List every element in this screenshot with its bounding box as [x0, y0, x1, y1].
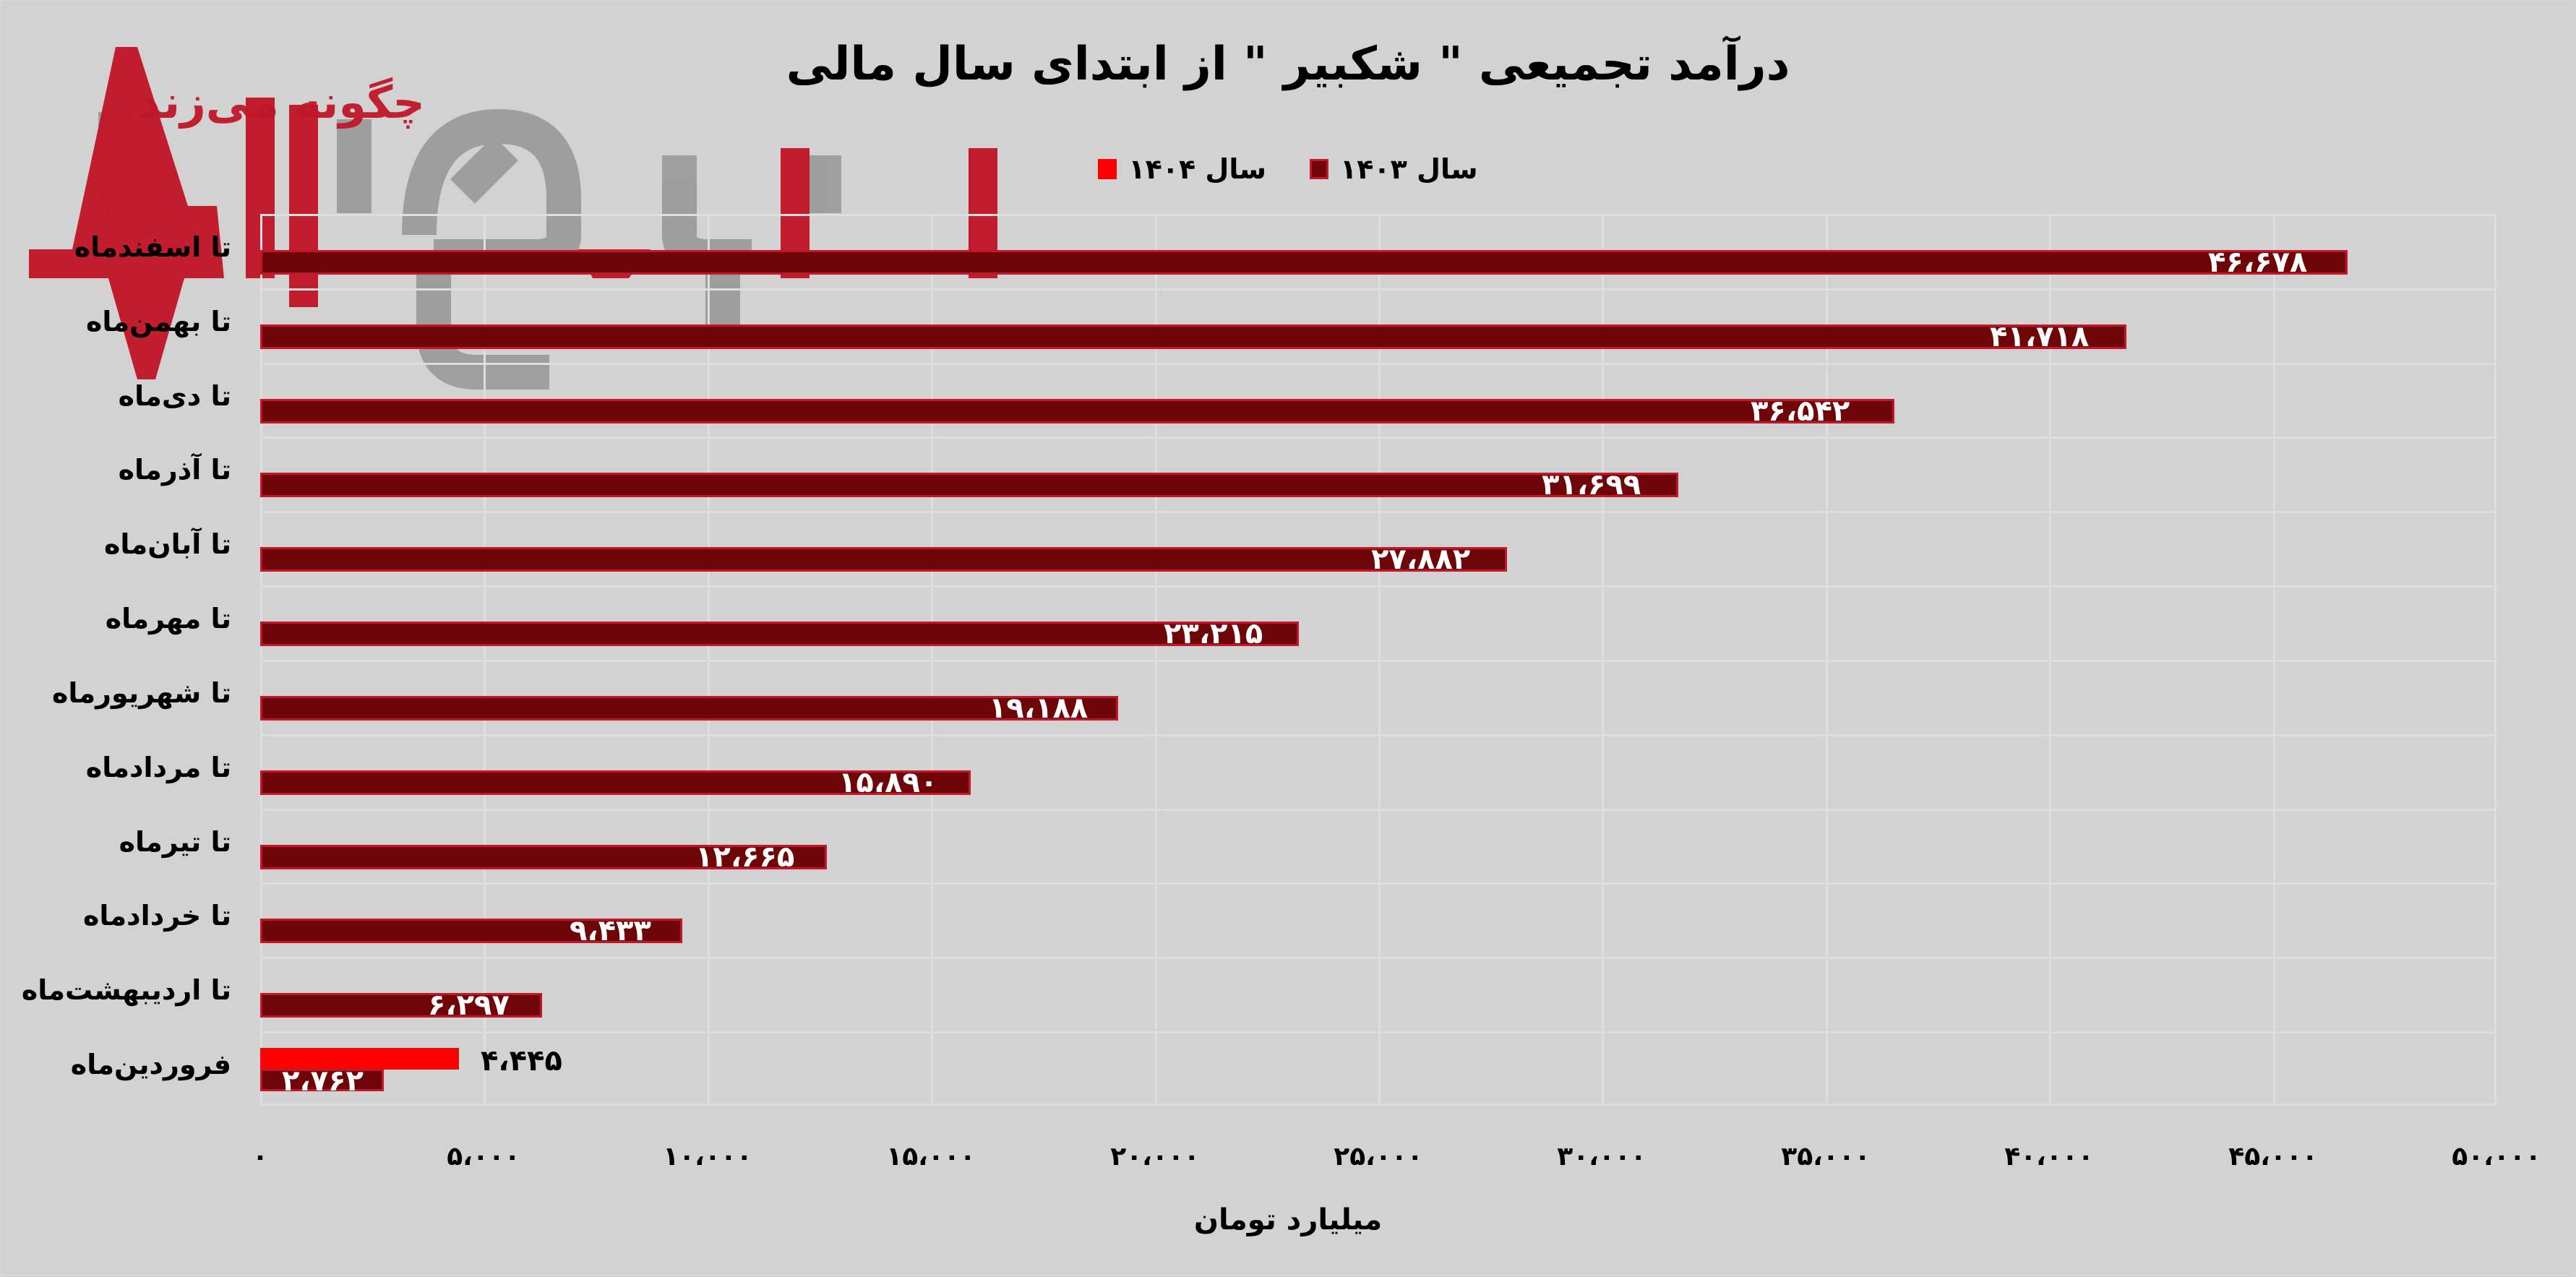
bar-1403-dey[interactable]	[260, 399, 1894, 423]
gridline-y	[260, 511, 2496, 513]
category-label: تا اردیبهشت‌ماه	[21, 974, 231, 1006]
gridline-y	[260, 809, 2496, 811]
x-tick-label: ۱۵،۰۰۰	[886, 1142, 976, 1171]
chart-title: درآمد تجمیعی " شکبیر " از ابتدای سال مال…	[786, 38, 1791, 91]
bar-value-label: ۱۹،۱۸۸	[989, 692, 1089, 725]
category-label: تا آبان‌ماه	[104, 528, 231, 560]
gridline-y	[260, 585, 2496, 588]
gridline-y	[260, 1031, 2496, 1033]
bar-value-label: ۴،۴۴۵	[481, 1044, 562, 1078]
x-tick-label: ۰	[252, 1142, 268, 1171]
bar-1403-azar[interactable]	[260, 473, 1678, 497]
x-tick-label: ۳۵،۰۰۰	[1781, 1142, 1871, 1171]
legend-swatch-1404-icon	[1098, 159, 1117, 179]
bar-1403-aban[interactable]	[260, 547, 1507, 572]
bar-value-label: ۶،۲۹۷	[428, 989, 510, 1022]
x-tick-label: ۴۵،۰۰۰	[2228, 1142, 2318, 1171]
bar-1403-khordad[interactable]	[260, 919, 682, 943]
legend-label-1403: سال ۱۴۰۳	[1340, 153, 1478, 185]
x-axis-title: میلیارد تومان	[1193, 1203, 1383, 1237]
x-tick-label: ۲۵،۰۰۰	[1334, 1142, 1423, 1171]
x-tick-label: ۴۰،۰۰۰	[2004, 1142, 2094, 1171]
bar-value-label: ۳۱،۶۹۹	[1542, 468, 1641, 502]
plot-area: ۴۶،۶۷۸ ۴۱،۷۱۸ ۳۶،۵۴۲ ۳۱،۶۹۹ ۲۷،۸۸۲ ۲۳،۲۱…	[260, 214, 2496, 1106]
bar-1403-mehr[interactable]	[260, 622, 1299, 646]
category-label: تا خردادماه	[82, 900, 231, 932]
bar-value-label: ۲۷،۸۸۲	[1371, 543, 1471, 576]
category-label: تا بهمن‌ماه	[85, 306, 231, 337]
bar-value-label: ۴۶،۶۷۸	[2208, 246, 2308, 279]
bar-1404-farvardin[interactable]	[260, 1048, 459, 1070]
gridline-y	[260, 437, 2496, 439]
x-tick-label: ۵۰،۰۰۰	[2452, 1142, 2541, 1171]
x-tick-label: ۵،۰۰۰	[447, 1142, 520, 1171]
category-label: فروردین‌ماه	[70, 1049, 231, 1080]
gridline-y	[260, 882, 2496, 885]
gridline-y	[260, 660, 2496, 662]
gridline-y	[260, 957, 2496, 959]
bar-1403-farvardin[interactable]	[260, 1069, 384, 1091]
gridline-y	[260, 734, 2496, 736]
x-tick-label: ۳۰،۰۰۰	[1557, 1142, 1647, 1171]
legend-label-1404: سال ۱۴۰۴	[1128, 153, 1266, 185]
bar-1403-esfand[interactable]	[260, 250, 2348, 275]
category-label: تا تیرماه	[119, 826, 231, 858]
bar-value-label: ۱۵،۸۹۰	[838, 766, 938, 799]
bar-1403-ordibehesht[interactable]	[260, 993, 542, 1018]
bar-value-label: ۱۲،۶۶۵	[695, 840, 795, 874]
legend-item-1404[interactable]: سال ۱۴۰۴	[1098, 153, 1266, 185]
legend-item-1403[interactable]: سال ۱۴۰۳	[1310, 153, 1478, 185]
bar-value-label: ۲،۷۶۲	[282, 1065, 364, 1098]
bar-1403-mordad[interactable]	[260, 770, 971, 795]
bar-value-label: ۳۶،۵۴۲	[1751, 395, 1850, 428]
category-label: تا مردادماه	[85, 752, 231, 783]
gridline-y	[260, 288, 2496, 291]
bar-1403-shahrivar[interactable]	[260, 696, 1118, 721]
category-label: تا مهرماه	[105, 603, 231, 635]
bar-1403-bahman[interactable]	[260, 324, 2126, 349]
category-label: تا اسفندماه	[74, 231, 231, 263]
x-tick-label: ۱۰،۰۰۰	[663, 1142, 752, 1171]
category-label: تا آذرماه	[118, 454, 231, 486]
bar-value-label: ۹،۴۳۳	[570, 914, 651, 947]
legend-swatch-1403-icon	[1310, 159, 1328, 179]
bar-1403-tir[interactable]	[260, 845, 827, 869]
gridline-y	[260, 363, 2496, 365]
gridline-y	[260, 1104, 2496, 1106]
bar-value-label: ۲۳،۲۱۵	[1164, 617, 1263, 650]
category-label: تا دی‌ماه	[118, 380, 231, 412]
bar-value-label: ۴۱،۷۱۸	[1990, 320, 2090, 353]
category-label: تا شهریورماه	[51, 677, 231, 709]
chart-legend: سال ۱۴۰۳ سال ۱۴۰۴	[0, 153, 2576, 185]
x-tick-label: ۲۰،۰۰۰	[1110, 1142, 1200, 1171]
gridline-y	[260, 214, 2496, 216]
